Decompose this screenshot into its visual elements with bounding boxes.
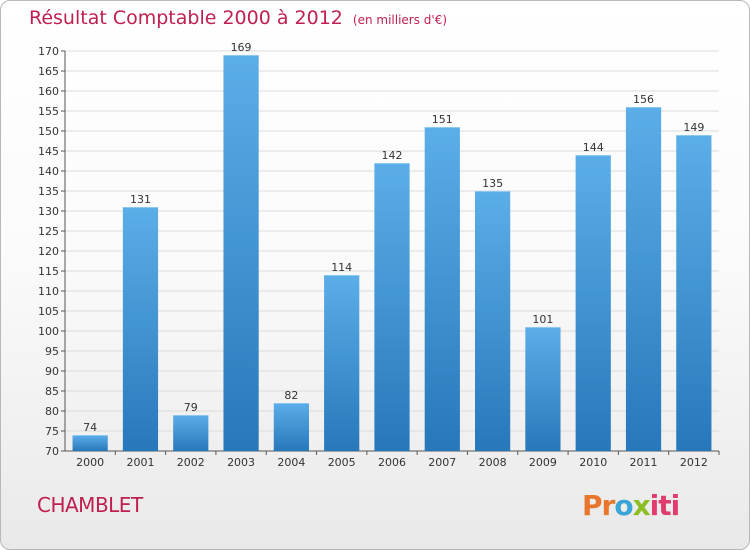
x-tick-label-2011: 2011: [630, 456, 658, 469]
bar-2000: [72, 435, 108, 451]
y-tick-label: 140: [38, 165, 59, 178]
x-tick-label-2001: 2001: [126, 456, 154, 469]
y-tick-label: 70: [45, 445, 59, 458]
y-tick-label: 105: [38, 305, 59, 318]
bar-2011: [625, 107, 662, 451]
x-tick-label-2008: 2008: [479, 456, 507, 469]
value-label-2003: 169: [231, 41, 252, 54]
x-tick-label-2006: 2006: [378, 456, 406, 469]
y-tick-label: 80: [45, 405, 59, 418]
value-label-2011: 156: [633, 93, 654, 106]
x-tick-label-2005: 2005: [328, 456, 356, 469]
x-tick-label-2012: 2012: [680, 456, 708, 469]
title-text: Résultat Comptable 2000 à 2012: [29, 7, 343, 29]
y-tick-label: 135: [38, 185, 59, 198]
y-tick-label: 95: [45, 345, 59, 358]
bar-2008: [475, 191, 511, 451]
value-label-2005: 114: [331, 261, 352, 274]
x-tick-label-2003: 2003: [227, 456, 255, 469]
y-tick-label: 85: [45, 385, 59, 398]
labels: 70 75 80 85 90 95 100 105 110 115 120 125 130 135 140 1…: [38, 41, 708, 469]
value-label-2006: 142: [382, 149, 403, 162]
value-label-2008: 135: [482, 177, 503, 190]
x-tick-label-2004: 2004: [277, 456, 305, 469]
value-label-2009: 101: [532, 313, 553, 326]
unit-note: (en milliers d'€): [352, 13, 448, 27]
y-tick-label: 90: [45, 365, 59, 378]
y-tick-label: 115: [38, 265, 59, 278]
value-label-2000: 74: [83, 421, 97, 434]
y-tick-label: 100: [38, 325, 59, 338]
bars: [72, 55, 712, 451]
y-tick-label: 110: [38, 285, 59, 298]
y-tick-label: 125: [38, 225, 59, 238]
y-tick-label: 170: [38, 45, 59, 58]
bar-2007: [424, 127, 460, 451]
y-tick-label: 165: [38, 65, 59, 78]
value-label-2001: 131: [130, 193, 151, 206]
bar-2009: [525, 327, 561, 451]
y-tick-label: 155: [38, 105, 59, 118]
x-tick-label-2007: 2007: [428, 456, 456, 469]
value-label-2012: 149: [683, 121, 704, 134]
bar-2005: [324, 275, 360, 451]
value-label-2002: 79: [184, 401, 198, 414]
bar-2003: [223, 55, 259, 451]
value-label-2004: 82: [284, 389, 298, 402]
y-tick-label: 130: [38, 205, 59, 218]
bar-2010: [575, 155, 611, 451]
bar-2004: [273, 403, 309, 451]
bar-2001: [122, 207, 159, 451]
bar-2002: [173, 415, 209, 451]
x-tick-label-2010: 2010: [579, 456, 607, 469]
y-tick-label: 120: [38, 245, 59, 258]
chart-title: Résultat Comptable 2000 à 2012 (en millie…: [29, 7, 447, 29]
y-tick-label: 75: [45, 425, 59, 438]
y-tick-label: 160: [38, 85, 59, 98]
y-tick-label: 150: [38, 125, 59, 138]
y-tick-label: 145: [38, 145, 59, 158]
x-tick-label-2000: 2000: [76, 456, 104, 469]
value-label-2010: 144: [583, 141, 604, 154]
x-tick-label-2002: 2002: [177, 456, 205, 469]
bar-2012: [676, 135, 712, 451]
proxiti-logo: Proxiti: [582, 489, 680, 522]
value-label-2007: 151: [432, 113, 453, 126]
x-tick-label-2009: 2009: [529, 456, 557, 469]
town-name: CHAMBLET: [37, 493, 143, 517]
bar-2006: [374, 163, 410, 451]
